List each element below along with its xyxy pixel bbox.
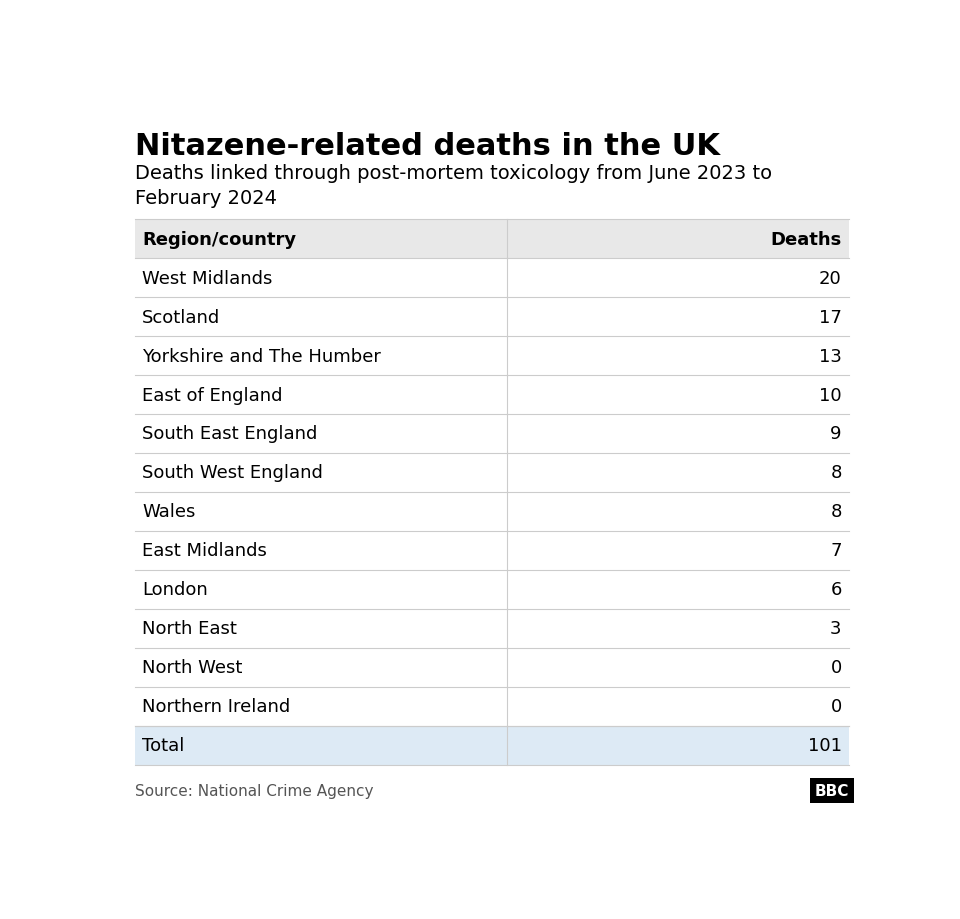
FancyBboxPatch shape bbox=[134, 609, 849, 648]
FancyBboxPatch shape bbox=[134, 570, 849, 609]
FancyBboxPatch shape bbox=[134, 259, 849, 298]
Text: North West: North West bbox=[142, 659, 243, 676]
Text: 17: 17 bbox=[819, 308, 842, 326]
Text: Scotland: Scotland bbox=[142, 308, 221, 326]
Text: Source: National Crime Agency: Source: National Crime Agency bbox=[134, 783, 373, 798]
Text: 8: 8 bbox=[830, 464, 842, 482]
Text: Total: Total bbox=[142, 736, 184, 754]
FancyBboxPatch shape bbox=[134, 453, 849, 493]
Text: Deaths linked through post-mortem toxicology from June 2023 to
February 2024: Deaths linked through post-mortem toxico… bbox=[134, 164, 772, 208]
FancyBboxPatch shape bbox=[134, 298, 849, 336]
FancyBboxPatch shape bbox=[134, 376, 849, 414]
FancyBboxPatch shape bbox=[134, 648, 849, 687]
Text: West Midlands: West Midlands bbox=[142, 269, 273, 288]
Text: 3: 3 bbox=[830, 619, 842, 638]
Text: Yorkshire and The Humber: Yorkshire and The Humber bbox=[142, 347, 381, 365]
Text: East of England: East of England bbox=[142, 386, 283, 404]
Text: Deaths: Deaths bbox=[771, 231, 842, 248]
Text: London: London bbox=[142, 581, 208, 598]
FancyBboxPatch shape bbox=[134, 726, 849, 765]
FancyBboxPatch shape bbox=[134, 531, 849, 570]
Text: 101: 101 bbox=[807, 736, 842, 754]
Text: 10: 10 bbox=[819, 386, 842, 404]
Text: North East: North East bbox=[142, 619, 237, 638]
FancyBboxPatch shape bbox=[134, 336, 849, 376]
Text: Nitazene-related deaths in the UK: Nitazene-related deaths in the UK bbox=[134, 131, 720, 161]
Text: 9: 9 bbox=[830, 425, 842, 443]
Text: 6: 6 bbox=[830, 581, 842, 598]
Text: 7: 7 bbox=[830, 542, 842, 560]
Text: 13: 13 bbox=[819, 347, 842, 365]
Text: South West England: South West England bbox=[142, 464, 324, 482]
Text: 8: 8 bbox=[830, 503, 842, 521]
Text: Northern Ireland: Northern Ireland bbox=[142, 698, 291, 716]
FancyBboxPatch shape bbox=[134, 687, 849, 726]
Text: Region/country: Region/country bbox=[142, 231, 297, 248]
Text: South East England: South East England bbox=[142, 425, 318, 443]
Text: East Midlands: East Midlands bbox=[142, 542, 267, 560]
Text: 0: 0 bbox=[830, 659, 842, 676]
FancyBboxPatch shape bbox=[134, 493, 849, 531]
FancyBboxPatch shape bbox=[134, 414, 849, 453]
Text: 0: 0 bbox=[830, 698, 842, 716]
Text: 20: 20 bbox=[819, 269, 842, 288]
FancyBboxPatch shape bbox=[134, 220, 849, 259]
Text: BBC: BBC bbox=[815, 783, 849, 798]
Text: Wales: Wales bbox=[142, 503, 196, 521]
